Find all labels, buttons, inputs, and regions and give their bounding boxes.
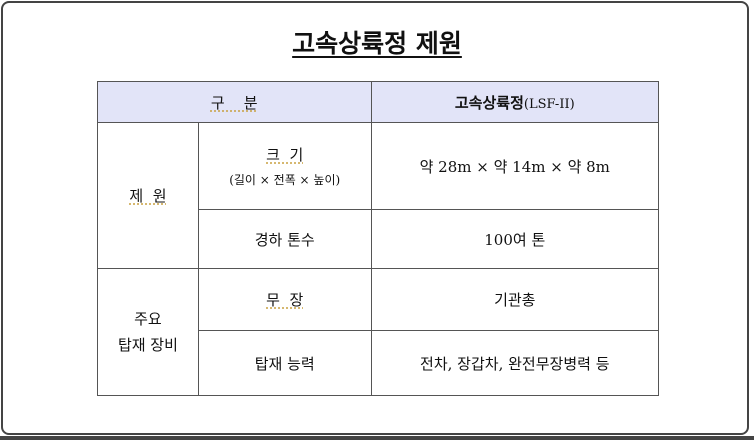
row-item: 경하 톤수 xyxy=(197,209,372,269)
table-row: 탑재 능력 전차, 장갑차, 완전무장병력 등 xyxy=(98,330,660,396)
title-text: 고속상륙정 제원 xyxy=(292,29,462,58)
header-category: 구 분 xyxy=(97,81,372,123)
row-value: 100여 톤 xyxy=(370,209,660,269)
table-row: 경하 톤수 100여 톤 xyxy=(98,209,660,269)
spec-table: 구 분 고속상륙정(LSF-II) 제 원 크 기 (길이 × 전폭 × 높이) … xyxy=(97,81,660,396)
group-specs: 제 원 xyxy=(97,122,199,269)
row-value: 기관총 xyxy=(370,268,660,331)
row-item: 무 장 xyxy=(197,268,372,331)
document-title: 고속상륙정 제원 xyxy=(0,24,754,60)
page-frame xyxy=(1,1,749,435)
row-item: 탑재 능력 xyxy=(197,330,372,396)
group-equipment: 주요 탑재 장비 xyxy=(97,268,199,396)
bottom-bar xyxy=(0,436,754,440)
table-header-row: 구 분 고속상륙정(LSF-II) xyxy=(97,81,660,123)
table-row: 제 원 크 기 (길이 × 전폭 × 높이) 약 28m × 약 14m × 약 … xyxy=(97,122,660,269)
row-value: 약 28m × 약 14m × 약 8m xyxy=(370,122,660,210)
header-vessel: 고속상륙정(LSF-II) xyxy=(370,81,660,123)
table-row: 주요 탑재 장비 무 장 기관총 xyxy=(97,268,660,396)
row-item: 크 기 (길이 × 전폭 × 높이) xyxy=(197,122,372,210)
row-value: 전차, 장갑차, 완전무장병력 등 xyxy=(370,330,660,396)
